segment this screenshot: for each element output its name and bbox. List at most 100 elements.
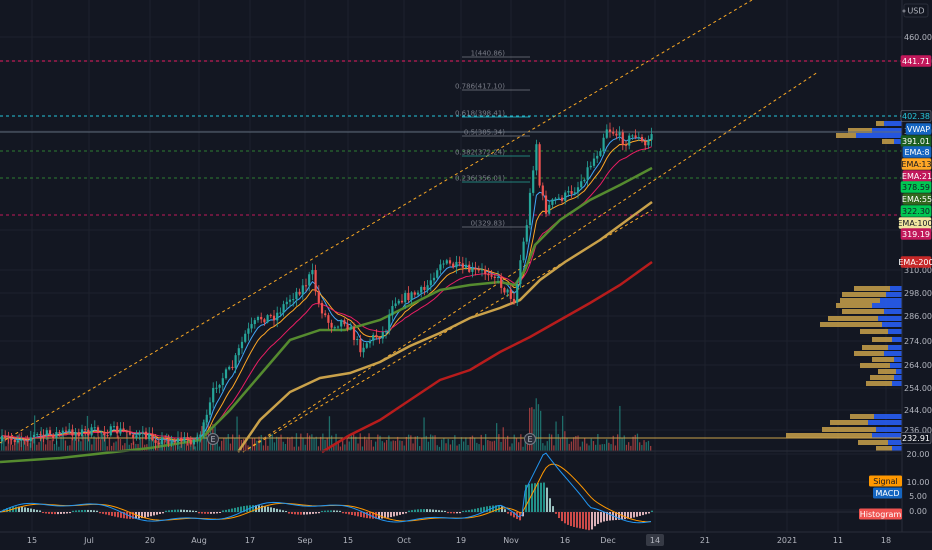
macd-histogram-bar: [582, 512, 584, 529]
currency-label[interactable]: USD: [903, 3, 929, 18]
candle-body: [285, 301, 288, 305]
ema-55-line[interactable]: [0, 166, 653, 464]
volume-bar: [368, 433, 370, 451]
fibonacci-retracement[interactable]: 1(440.86) 0.786(417.10) 0.618(398.41) 0.5(3…: [455, 50, 530, 228]
time-tick-label: Dec: [600, 536, 615, 545]
volume-bar: [36, 444, 38, 451]
volume-bar: [579, 446, 581, 451]
macd-pane[interactable]: [0, 452, 902, 531]
candle-body: [45, 430, 48, 436]
candle-body: [103, 432, 106, 436]
channel-line[interactable]: [0, 0, 753, 444]
price-tag: 319.19: [900, 228, 932, 240]
volume-bar: [298, 446, 300, 451]
fib-level-label: 0.382(372.24): [455, 149, 505, 157]
volume-bar: [122, 445, 124, 451]
candle-body: [535, 144, 538, 171]
volume-bar: [447, 438, 449, 451]
volume-bar: [542, 443, 544, 451]
volume-bar: [487, 440, 489, 451]
price-tag: VWAP: [905, 123, 932, 135]
volume-bar: [614, 445, 617, 451]
volume-bar: [251, 437, 254, 451]
macd-histogram-bar: [426, 509, 428, 512]
earnings-event-marker[interactable]: E: [207, 433, 219, 445]
price-tag: EMA:55: [902, 193, 932, 205]
time-axis[interactable]: 15 Jul 20 Aug 17 Sep 15 Oct 19 Nov 16 Dec 14 21 2021 11…: [27, 534, 891, 546]
candle-body: [132, 434, 135, 438]
macd-histogram-bar: [138, 512, 140, 519]
macd-histogram-bar: [147, 512, 149, 517]
volume-bar: [49, 440, 51, 451]
candle-body: [448, 260, 452, 264]
candle-body: [176, 438, 180, 443]
macd-histogram-bar: [336, 510, 338, 512]
ema-200-line[interactable]: [321, 260, 653, 454]
candle-body: [119, 428, 122, 434]
earnings-event-marker[interactable]: E: [524, 433, 536, 445]
candle-body: [356, 339, 359, 341]
candle-body: [624, 144, 628, 146]
volume-profile-up: [872, 303, 902, 308]
volume-bar: [108, 437, 111, 451]
macd-histogram-bar: [381, 512, 383, 519]
candle-body: [96, 427, 100, 433]
macd-histogram-bar: [537, 482, 539, 512]
volume-bar: [414, 436, 416, 451]
macd-histogram-bar: [585, 512, 587, 530]
candle-body: [272, 315, 276, 321]
macd-line[interactable]: [0, 452, 652, 524]
macd-histogram-bar: [540, 482, 542, 512]
volume-bar: [273, 442, 276, 451]
volume-bar: [137, 443, 139, 451]
volume-bar: [465, 437, 467, 451]
candle-body: [128, 432, 132, 435]
volume-bar: [522, 446, 524, 451]
volume-bar: [551, 434, 553, 451]
volume-bars: [1, 398, 652, 451]
candle-body: [253, 320, 256, 325]
volume-bar: [372, 446, 375, 451]
candle-body: [506, 289, 509, 293]
candle-body: [560, 197, 564, 201]
price-tick-label: 236.00: [904, 426, 932, 435]
candle-body: [180, 438, 183, 442]
candle-body: [631, 135, 634, 137]
candle-body: [20, 439, 23, 441]
candle-body: [247, 328, 250, 334]
volume-bar: [124, 443, 126, 451]
ema-100-line[interactable]: [236, 200, 653, 453]
volume-profile-up: [856, 133, 902, 138]
macd-histogram-bar: [171, 509, 173, 512]
macd-histogram-bar: [423, 509, 425, 512]
volume-bar: [498, 434, 500, 451]
volume-bar: [306, 433, 309, 451]
volume-bar: [529, 407, 531, 451]
volume-bar: [106, 446, 108, 451]
volume-bar: [456, 445, 458, 451]
candle-body: [32, 434, 36, 438]
macd-histogram-bar: [33, 509, 35, 512]
candlestick-series[interactable]: [0, 122, 653, 451]
volume-bar: [548, 433, 551, 451]
volume-bar: [199, 436, 201, 451]
time-tick-label: 16: [560, 536, 570, 545]
macd-histogram-bar: [417, 509, 419, 512]
candle-body: [349, 326, 352, 330]
macd-histogram-bar: [552, 506, 554, 512]
candle-body: [516, 283, 519, 303]
candle-body: [314, 270, 317, 292]
candle-body: [477, 269, 480, 271]
macd-histogram-bar: [342, 512, 344, 514]
macd-histogram-bar: [600, 512, 602, 523]
macd-histogram-bar: [405, 512, 407, 514]
volume-bar: [75, 434, 78, 451]
candle-body: [343, 320, 346, 325]
volume-profile-up: [880, 298, 902, 303]
volume-bar: [628, 442, 630, 451]
macd-histogram-bar: [483, 506, 485, 512]
candle-body: [330, 322, 333, 328]
candle-body: [602, 137, 605, 152]
